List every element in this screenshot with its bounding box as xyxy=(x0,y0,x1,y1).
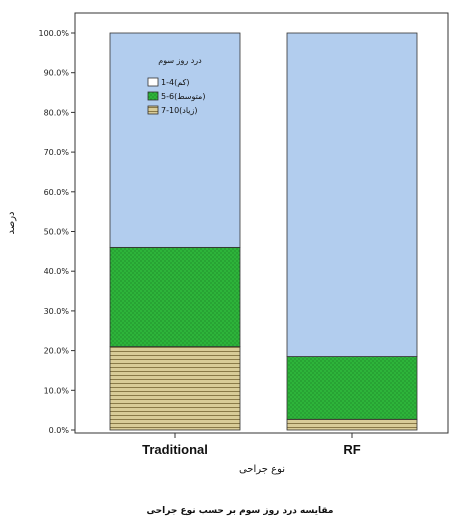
x-tick-label: RF xyxy=(343,442,360,457)
y-tick-label: 70.0% xyxy=(44,148,70,157)
y-tick-label: 50.0% xyxy=(44,228,70,237)
x-axis: Traditional RF xyxy=(142,433,361,457)
legend-label-high: 7-10(زیاد) xyxy=(161,106,198,115)
y-tick-label: 90.0% xyxy=(44,69,70,78)
legend-swatch-medium xyxy=(147,91,159,101)
y-tick-label: 100.0% xyxy=(38,29,69,38)
bar-segment xyxy=(109,346,241,431)
bar-remainder xyxy=(109,32,241,248)
chart-caption: مقایسه درد روز سوم بر حسب نوع جراحی xyxy=(147,506,334,516)
y-tick-label: 0.0% xyxy=(49,426,70,435)
legend-label-low: 1-4(کم) xyxy=(161,78,189,87)
bars-group xyxy=(109,32,418,431)
y-tick-label: 10.0% xyxy=(44,386,70,395)
legend-swatch-low xyxy=(147,77,159,87)
legend: درد روز سوم 1-4(کم) 5-6(متوسط) 7-10(زیاد… xyxy=(147,56,205,115)
legend-title: درد روز سوم xyxy=(158,56,202,65)
y-tick-label: 40.0% xyxy=(44,267,70,276)
legend-swatch-high xyxy=(147,105,159,115)
y-axis: 0.0% 10.0% 20.0% 30.0% 40.0% 50.0% 60.0% 70.0% 8… xyxy=(38,29,75,435)
bar-segment xyxy=(286,418,418,431)
y-axis-title: درصد xyxy=(6,211,17,234)
bar-remainder xyxy=(286,32,418,357)
y-tick-label: 60.0% xyxy=(44,188,70,197)
y-tick-label: 20.0% xyxy=(44,347,70,356)
y-tick-label: 80.0% xyxy=(44,108,70,117)
x-tick-label: Traditional xyxy=(142,442,208,457)
x-axis-title: نوع جراحی xyxy=(239,464,285,475)
y-tick-label: 30.0% xyxy=(44,307,70,316)
bar-segment xyxy=(109,246,241,348)
legend-label-medium: 5-6(متوسط) xyxy=(161,92,205,101)
bar-segment xyxy=(286,356,418,420)
